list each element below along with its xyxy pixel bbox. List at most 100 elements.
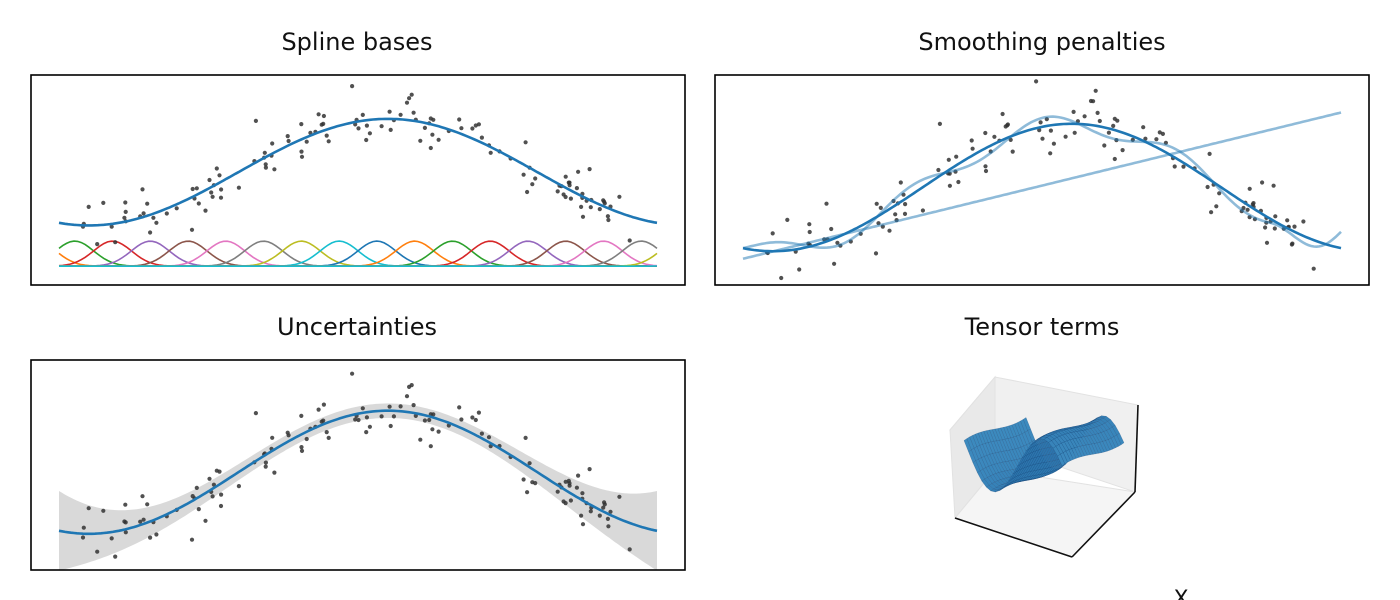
spline-point [356,126,361,131]
smoothing-point [983,130,988,136]
smoothing-point [1143,136,1148,141]
smoothing-point [1102,143,1107,148]
spline-point [123,209,128,214]
smoothing-point [893,212,898,217]
spline-point [580,214,586,219]
spline-point [602,201,607,206]
uncertainty-point [398,404,403,409]
uncertainty-point [602,502,607,507]
spline-point [140,187,145,192]
smoothing-point [1071,109,1076,114]
uncertainty-point [525,490,530,495]
spline-point [422,125,427,130]
uncertainty-point [299,448,305,453]
uncertainty-point [476,410,481,415]
spline-point [617,194,622,199]
smoothing-point [1112,156,1117,162]
spline-point [563,194,568,200]
smoothing-point [887,228,892,233]
spline-point [379,124,384,129]
uncertainty-point [236,484,241,489]
smoothing-point [956,179,961,185]
spline-point [209,190,214,195]
spline-point [523,140,528,145]
smoothing-point [1292,224,1297,229]
smoothing-point [873,251,879,256]
uncertainty-point [263,464,268,469]
uncertainty-point [367,424,372,429]
spline-point [219,187,224,192]
uncertainty-point [428,444,433,449]
uncertainty-point [567,481,572,486]
x-axis-line [954,517,1073,558]
smoothing-point [1273,214,1278,219]
spline-point [145,201,150,206]
spline-point [86,204,91,209]
smoothing-point [1272,226,1277,231]
uncertainty-point [272,470,277,475]
spline-point [154,220,159,225]
uncertainty-point [404,394,410,399]
smoothing-point [1095,110,1100,115]
uncertainty-point [154,532,159,537]
uncertainty-point [473,417,478,423]
uncertainty-point [145,502,150,507]
spline-point [436,137,441,142]
smoothing-point [936,167,941,173]
spline-point [574,186,580,191]
uncertainty-point [555,489,560,494]
spline-point [579,204,584,209]
spline-point [350,84,355,89]
uncertainty-point [214,468,219,473]
spline-point [407,96,412,101]
uncertainty-point [140,494,145,499]
spline-point [525,189,530,195]
surface-facet [1105,439,1114,451]
smoothing-point [954,154,959,159]
smoothing-point [1034,79,1039,84]
smoothing-point [1263,225,1268,230]
spline-point [521,172,526,177]
confidence-band [59,403,657,571]
panel-uncertainties [30,359,686,571]
spline-point [270,141,275,146]
smoothing-point [1172,164,1177,169]
uncertainty-point [207,476,212,481]
smoothing-point [1106,130,1111,135]
uncertainty-point [253,411,258,416]
spline-point [428,116,433,121]
uncertainty-point [299,445,304,450]
smoothing-point [1051,141,1056,146]
smoothing-point [1205,184,1210,190]
uncertainty-point [219,492,224,497]
surface-facet [1074,446,1083,458]
panel-tensor-terms: X [949,375,1189,600]
uncertainty-point [597,513,602,518]
uncertainty-point [194,485,199,490]
surface-facet [1113,434,1122,447]
spline-point [627,238,632,243]
smoothing-point [1301,219,1306,224]
surface-facet [1093,442,1102,454]
spline-point [263,162,268,167]
spline-point [203,208,208,213]
uncertainty-point [319,419,324,424]
smoothing-point [1260,180,1265,185]
smoothing-point [1214,204,1219,209]
y-axis-line [1071,491,1136,558]
smoothing-point [878,205,883,210]
spline-point [459,126,464,131]
spline-point [457,117,462,122]
smoothing-point [1209,210,1214,215]
smoothing-point [770,231,775,236]
surface-facet [1065,449,1074,462]
spline-point [263,165,268,170]
smoothing-point [1112,116,1117,121]
uncertainty-point [101,508,106,513]
title-tensor-terms: Tensor terms [964,313,1120,341]
spline-point [597,207,602,212]
uncertainty-point [413,413,418,418]
smoothing-point [920,208,926,213]
uncertainty-point [457,405,462,410]
spline-point [563,174,568,179]
